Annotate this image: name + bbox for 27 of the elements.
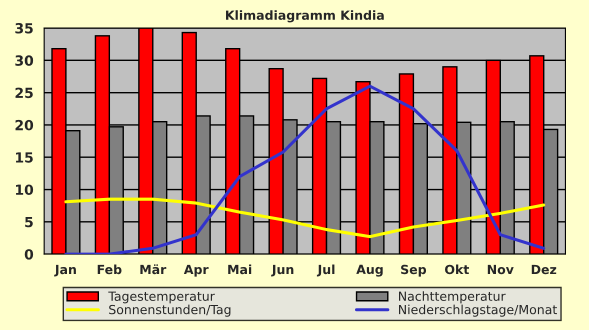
y-tick-label: 20 bbox=[16, 120, 34, 130]
x-tick-label: Apr bbox=[184, 264, 209, 277]
y-tick-label: 0 bbox=[24, 249, 34, 260]
chart-title: Klimadiagramm Kindia bbox=[226, 10, 384, 22]
x-tick-label: Feb bbox=[98, 264, 122, 274]
y-tick-label: 15 bbox=[16, 152, 33, 163]
x-tick-label: Dez bbox=[532, 264, 556, 274]
x-tick-label: Jan bbox=[54, 264, 76, 277]
x-tick-label: Jul bbox=[316, 264, 334, 277]
legend-label: Tagestemperatur bbox=[108, 292, 215, 304]
y-tick-label: 35 bbox=[15, 23, 33, 34]
y-tick-label: 10 bbox=[16, 184, 34, 195]
line-series bbox=[64, 198, 546, 238]
x-tick-label: Okt bbox=[445, 264, 470, 274]
legend-label: Niederschlagstage/Monat bbox=[399, 304, 557, 317]
x-tick-label: Sep bbox=[401, 264, 426, 277]
x-tick-label: Jun bbox=[271, 264, 294, 277]
y-tick-label: 30 bbox=[15, 55, 34, 66]
line-series bbox=[64, 84, 546, 254]
x-tick-label: Nov bbox=[488, 264, 514, 274]
y-tick-label: 5 bbox=[25, 216, 33, 228]
x-tick-label: Mai bbox=[228, 264, 252, 274]
legend-label: Nachttemperatur bbox=[399, 291, 506, 304]
x-tick-label: Mär bbox=[140, 264, 166, 274]
y-tick-label: 25 bbox=[16, 88, 33, 98]
x-tick-label: Aug bbox=[356, 264, 383, 277]
legend-label: Sonnenstunden/Tag bbox=[109, 304, 230, 317]
